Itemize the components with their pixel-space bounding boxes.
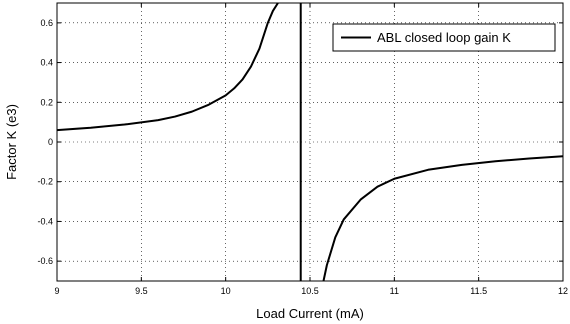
x-tick-label: 10 (221, 286, 231, 296)
x-tick-label: 11 (390, 286, 399, 296)
y-tick-label: 0 (48, 137, 53, 147)
y-tick-label: 0.6 (40, 18, 53, 28)
x-axis-label: Load Current (mA) (256, 306, 364, 321)
y-tick-label: 0.2 (40, 97, 53, 107)
x-tick-label: 9 (54, 286, 59, 296)
y-axis-label: Factor K (e3) (4, 104, 19, 180)
plot-lines (57, 3, 563, 281)
y-tick-label: 0.4 (40, 58, 53, 68)
x-tick-label: 11.5 (470, 286, 487, 296)
x-tick-label: 12 (558, 286, 568, 296)
y-tick-label: -0.4 (37, 216, 53, 226)
legend-label: ABL closed loop gain K (377, 30, 511, 45)
series-line-segment-1 (57, 3, 279, 132)
x-tick-label: 10.5 (301, 286, 319, 296)
y-tick-label: -0.2 (37, 177, 53, 187)
y-tick-label: -0.6 (37, 256, 53, 266)
x-tick-label: 9.5 (135, 286, 148, 296)
legend: ABL closed loop gain K (332, 23, 556, 52)
grid-lines (57, 3, 563, 281)
series-line-segment-3 (322, 155, 563, 281)
axis-ticks: 9 9.5 10 10.5 11 11.5 12 -0.6 -0.4 -0.2 0 0.2 0.4 0.6 (37, 3, 568, 296)
